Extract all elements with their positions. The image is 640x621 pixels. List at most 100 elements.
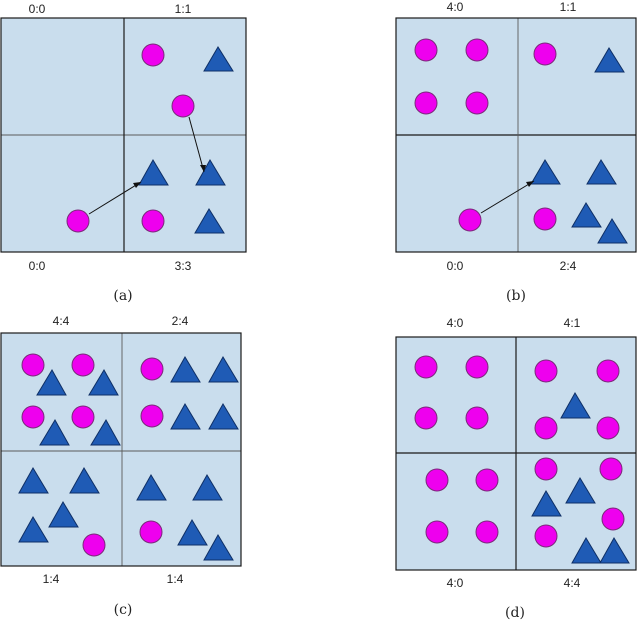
quadrant-label-bottom-right: 2:4 (560, 259, 577, 273)
circle-marker (475, 468, 499, 492)
triangle-marker (530, 159, 561, 185)
circle-marker (66, 209, 90, 233)
triangle-marker (18, 467, 49, 494)
triangle-marker (48, 501, 79, 528)
panel-d: 4:0 4:1 4:0 4:4 (d) (395, 316, 637, 621)
triangle-marker (203, 46, 234, 72)
triangle-marker (571, 202, 602, 228)
triangle-marker (599, 537, 630, 564)
circle-marker (533, 207, 557, 231)
move-arrow (188, 116, 205, 173)
circle-marker (82, 533, 106, 557)
quadrant-label-top-left: 0:0 (29, 2, 46, 16)
circle-marker (414, 406, 438, 430)
quadrant-label-bottom-left: 0:0 (29, 259, 46, 273)
circle-marker (171, 94, 195, 118)
panel-caption: (d) (505, 605, 525, 621)
circle-marker (141, 209, 165, 233)
quadrant-label-top-right: 1:1 (175, 2, 192, 16)
circle-marker (596, 416, 620, 440)
move-arrow (480, 180, 535, 214)
circle-marker (458, 208, 482, 232)
triangle-marker (203, 534, 234, 561)
quadrant-label-top-left: 4:0 (447, 0, 464, 14)
panel-border (0, 17, 247, 253)
quadrant-label-top-right: 1:1 (560, 0, 577, 14)
triangle-marker (192, 474, 223, 501)
circle-marker (414, 355, 438, 379)
triangle-marker (597, 218, 628, 244)
circle-marker (534, 359, 558, 383)
circle-marker (414, 91, 438, 115)
circle-marker (465, 91, 489, 115)
quadrant-label-bottom-right: 1:4 (167, 572, 184, 586)
circle-marker (601, 507, 625, 531)
quadrant-label-bottom-left: 1:4 (43, 572, 60, 586)
triangle-marker (36, 369, 67, 396)
triangle-marker (136, 474, 167, 501)
triangle-marker (90, 419, 121, 446)
quadrant-label-bottom-left: 4:0 (447, 576, 464, 590)
panel-caption: (b) (506, 288, 526, 304)
circle-marker (425, 520, 449, 544)
triangle-marker (531, 490, 562, 517)
triangle-marker (586, 159, 617, 185)
circle-marker (139, 520, 163, 544)
panel-caption: (a) (113, 288, 132, 304)
circle-marker (534, 457, 558, 481)
triangle-marker (560, 392, 591, 419)
circle-marker (140, 404, 164, 428)
quadrant-label-bottom-left: 0:0 (447, 259, 464, 273)
circle-marker (71, 405, 95, 429)
arrowhead (133, 182, 141, 188)
panel-border (395, 336, 637, 571)
arrowhead (526, 181, 534, 187)
triangle-marker (88, 369, 119, 396)
quadrant-label-top-right: 4:1 (564, 316, 581, 330)
panel-b: 4:0 1:1 0:0 2:4 (b) (395, 0, 637, 304)
circle-marker (599, 457, 623, 481)
quadrant-label-top-left: 4:4 (53, 314, 70, 328)
triangle-marker (594, 47, 625, 73)
circle-marker (534, 416, 558, 440)
circle-marker (596, 359, 620, 383)
circle-marker (465, 355, 489, 379)
triangle-marker (208, 356, 239, 383)
circle-marker (533, 42, 557, 66)
quadrant-label-top-left: 4:0 (447, 316, 464, 330)
circle-marker (475, 520, 499, 544)
circle-marker (425, 468, 449, 492)
triangle-marker (571, 537, 602, 564)
quadrant-label-bottom-right: 3:3 (175, 259, 192, 273)
panel-border (0, 332, 242, 567)
circle-marker (465, 406, 489, 430)
circle-marker (465, 38, 489, 62)
triangle-marker (177, 519, 208, 546)
circle-marker (534, 524, 558, 548)
triangle-marker (194, 208, 225, 234)
triangle-marker (138, 159, 169, 186)
triangle-marker (170, 403, 201, 430)
quadrant-label-bottom-right: 4:4 (564, 576, 581, 590)
triangle-marker (18, 516, 49, 543)
circle-marker (140, 357, 164, 381)
panel-a: 0:0 1:1 0:0 3:3 (a) (0, 2, 247, 304)
circle-marker (141, 43, 165, 67)
circle-marker (414, 38, 438, 62)
triangle-marker (69, 467, 100, 494)
triangle-marker (565, 477, 596, 504)
triangle-marker (170, 356, 201, 383)
arrowhead (200, 165, 206, 172)
panel-border (395, 17, 637, 253)
panel-c: 4:4 2:4 1:4 1:4 (c) (0, 314, 242, 618)
circle-marker (21, 353, 45, 377)
circle-marker (71, 353, 95, 377)
triangle-marker (39, 419, 70, 446)
triangle-marker (195, 159, 226, 186)
triangle-marker (208, 403, 239, 430)
quadrant-label-top-right: 2:4 (172, 314, 189, 328)
move-arrow (88, 181, 142, 215)
circle-marker (21, 405, 45, 429)
panel-caption: (c) (114, 602, 133, 618)
